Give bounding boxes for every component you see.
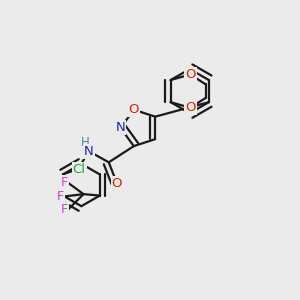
Text: F: F: [61, 203, 68, 216]
Text: O: O: [185, 101, 196, 114]
Text: Cl: Cl: [73, 163, 86, 176]
Text: O: O: [112, 177, 122, 190]
Text: O: O: [185, 68, 196, 81]
Text: O: O: [128, 103, 139, 116]
Text: N: N: [84, 145, 94, 158]
Text: H: H: [81, 136, 90, 149]
Text: F: F: [56, 190, 64, 203]
Text: N: N: [116, 122, 125, 134]
Text: F: F: [61, 176, 68, 189]
